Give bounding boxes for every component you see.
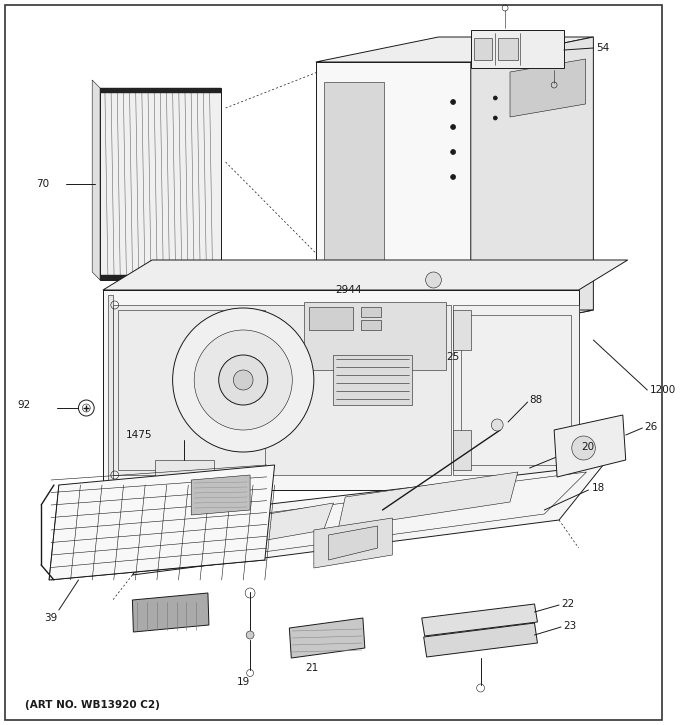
Polygon shape [422, 604, 537, 636]
Polygon shape [361, 320, 381, 330]
Polygon shape [309, 307, 353, 330]
Text: 18: 18 [592, 483, 605, 493]
Text: 2944: 2944 [335, 285, 362, 295]
Circle shape [493, 96, 497, 100]
Polygon shape [289, 618, 365, 658]
Text: 70: 70 [36, 179, 50, 189]
Text: 22: 22 [561, 599, 574, 609]
Circle shape [219, 355, 268, 405]
Text: 20: 20 [581, 442, 595, 452]
Text: 26: 26 [645, 422, 658, 432]
Polygon shape [103, 260, 628, 290]
Text: 1200: 1200 [650, 385, 677, 395]
Circle shape [492, 419, 503, 431]
Polygon shape [92, 80, 100, 280]
Polygon shape [361, 307, 381, 317]
Polygon shape [113, 305, 451, 475]
Text: 25: 25 [446, 352, 460, 362]
Polygon shape [304, 302, 446, 370]
Polygon shape [474, 38, 492, 60]
Polygon shape [316, 310, 594, 335]
Polygon shape [133, 465, 603, 575]
Circle shape [194, 330, 292, 430]
Text: 39: 39 [44, 613, 57, 623]
Text: 1475: 1475 [126, 430, 152, 440]
Text: 88: 88 [530, 395, 543, 405]
Polygon shape [424, 623, 537, 657]
Polygon shape [316, 37, 594, 62]
Polygon shape [182, 503, 333, 555]
Polygon shape [155, 460, 214, 495]
Polygon shape [471, 30, 564, 68]
Polygon shape [49, 465, 275, 580]
Polygon shape [510, 59, 585, 117]
Polygon shape [328, 526, 377, 560]
Polygon shape [133, 593, 209, 632]
Polygon shape [100, 88, 221, 280]
Polygon shape [453, 305, 579, 475]
Polygon shape [441, 275, 486, 320]
Text: 54: 54 [596, 43, 609, 53]
Text: 19: 19 [237, 677, 250, 687]
Text: 21: 21 [305, 663, 318, 673]
Circle shape [451, 149, 456, 154]
Polygon shape [554, 415, 626, 477]
Circle shape [451, 125, 456, 130]
Polygon shape [471, 37, 594, 335]
Polygon shape [314, 518, 392, 568]
Circle shape [246, 631, 254, 639]
Circle shape [426, 272, 441, 288]
Polygon shape [103, 290, 579, 490]
Circle shape [572, 436, 595, 460]
Polygon shape [324, 82, 384, 315]
Polygon shape [100, 88, 221, 93]
Polygon shape [453, 430, 471, 470]
Circle shape [451, 99, 456, 104]
Polygon shape [316, 62, 471, 335]
Polygon shape [498, 38, 518, 60]
Polygon shape [333, 355, 412, 405]
Circle shape [493, 116, 497, 120]
Circle shape [173, 308, 314, 452]
Circle shape [451, 175, 456, 180]
Text: 92: 92 [18, 400, 31, 410]
Polygon shape [453, 310, 471, 350]
Text: (ART NO. WB13920 C2): (ART NO. WB13920 C2) [24, 700, 159, 710]
Circle shape [233, 370, 253, 390]
Polygon shape [100, 275, 221, 280]
Polygon shape [339, 472, 518, 528]
Polygon shape [191, 475, 250, 515]
Text: 23: 23 [563, 621, 576, 631]
Polygon shape [108, 295, 113, 485]
